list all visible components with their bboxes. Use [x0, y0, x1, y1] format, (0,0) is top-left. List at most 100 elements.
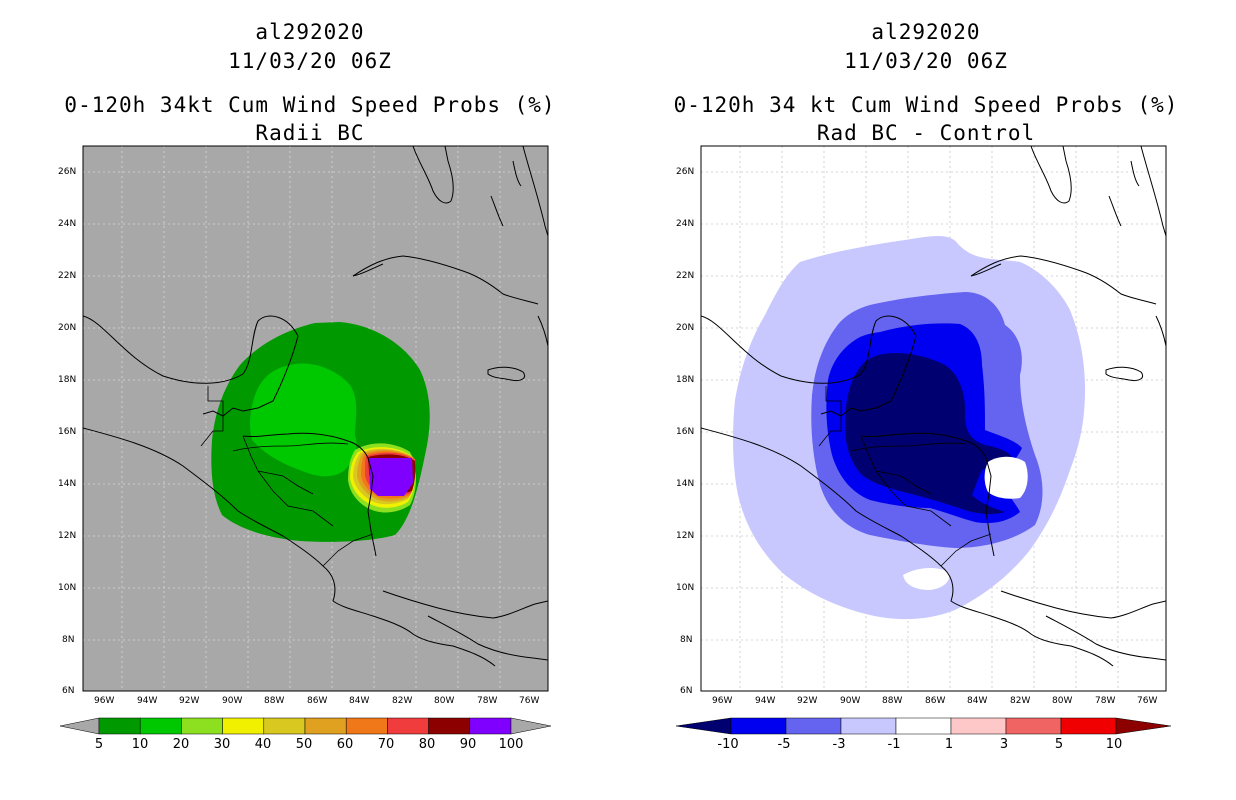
right-colorbar-swatch — [785, 717, 842, 735]
left-cb-label: 60 — [336, 737, 354, 752]
left-colorbar-swatch — [98, 717, 141, 735]
right-storm-id: al292020 — [871, 20, 981, 44]
right-lon-tick: 82W — [1010, 696, 1031, 706]
right-colorbar-swatch — [1060, 717, 1117, 735]
right-lat-tick: 18N — [676, 375, 695, 385]
left-colorbar-under-arrow — [59, 717, 100, 735]
right-lat-tick: 12N — [676, 531, 695, 541]
left-lat-tick: 8N — [62, 635, 75, 645]
left-lat-tick: 10N — [58, 583, 77, 593]
left-lon-tick: 90W — [222, 696, 243, 706]
left-colorbar — [59, 717, 552, 735]
left-title: 0-120h 34kt Cum Wind Speed Probs (%) — [64, 93, 556, 117]
right-lon-tick: 86W — [925, 696, 946, 706]
left-cb-label: 5 — [94, 737, 104, 752]
right-lon-tick: 80W — [1052, 696, 1073, 706]
right-lon-tick: 88W — [882, 696, 903, 706]
right-gridlines — [701, 146, 1166, 691]
left-lon-tick: 82W — [392, 696, 413, 706]
left-colorbar-over-arrow — [510, 717, 552, 735]
right-subtitle: Rad BC - Control — [816, 121, 1036, 145]
left-lon-tick: 88W — [264, 696, 285, 706]
right-lat-tick: 14N — [676, 479, 695, 489]
right-cb-label: -10 — [717, 737, 739, 752]
right-lat-tick: 6N — [680, 686, 693, 696]
right-colorbar-swatch — [840, 717, 897, 735]
right-title: 0-120h 34 kt Cum Wind Speed Probs (%) — [673, 93, 1179, 117]
left-colorbar-swatch — [304, 717, 347, 735]
right-lon-tick: 94W — [755, 696, 776, 706]
right-colorbar — [675, 717, 1172, 735]
left-lon-tick: 86W — [307, 696, 328, 706]
left-lon-tick: 94W — [137, 696, 158, 706]
right-cb-label: -3 — [832, 737, 846, 752]
left-colorbar-swatch — [263, 717, 306, 735]
left-lon-tick: 80W — [434, 696, 455, 706]
right-lon-tick: 90W — [840, 696, 861, 706]
left-prob-90-100 — [369, 458, 413, 496]
left-lon-tick: 96W — [94, 696, 115, 706]
left-cb-label: 30 — [213, 737, 231, 752]
left-cb-label: 80 — [418, 737, 436, 752]
right-map — [700, 145, 1167, 692]
right-diff-near-zero — [984, 456, 1028, 499]
left-datetime: 11/03/20 06Z — [228, 49, 392, 73]
left-cb-label: 40 — [254, 737, 272, 752]
right-colorbar-swatch — [895, 717, 952, 735]
left-colorbar-swatch — [387, 717, 429, 735]
left-lat-tick: 16N — [58, 427, 77, 437]
left-cb-label: 70 — [377, 737, 395, 752]
left-cb-label: 100 — [498, 737, 524, 752]
left-cb-label: 10 — [131, 737, 149, 752]
left-cb-label: 90 — [459, 737, 477, 752]
right-lon-tick: 96W — [712, 696, 733, 706]
left-colorbar-swatch — [469, 717, 512, 735]
right-colorbar-under-arrow — [675, 717, 732, 735]
left-lat-tick: 14N — [58, 479, 77, 489]
right-cb-label: -5 — [777, 737, 791, 752]
left-map — [82, 145, 549, 692]
left-lat-tick: 6N — [62, 686, 75, 696]
right-lon-tick: 92W — [797, 696, 818, 706]
right-lat-tick: 22N — [676, 271, 695, 281]
right-lon-tick: 76W — [1137, 696, 1158, 706]
left-lat-tick: 20N — [58, 323, 77, 333]
left-lon-tick: 78W — [477, 696, 498, 706]
right-colorbar-swatch — [950, 717, 1007, 735]
right-lon-tick: 84W — [967, 696, 988, 706]
left-map-frame — [82, 145, 549, 692]
right-cb-label: 3 — [999, 737, 1009, 752]
right-lat-tick: 10N — [676, 583, 695, 593]
left-gridlines — [83, 146, 548, 691]
left-colorbar-swatch — [139, 717, 182, 735]
right-cb-label: -1 — [887, 737, 901, 752]
right-lon-tick: 78W — [1095, 696, 1116, 706]
left-lat-tick: 22N — [58, 271, 77, 281]
right-lat-tick: 26N — [676, 167, 695, 177]
right-colorbar-over-arrow — [1115, 717, 1172, 735]
left-colorbar-swatch — [222, 717, 265, 735]
right-lat-tick: 24N — [676, 219, 695, 229]
right-colorbar-swatch — [1005, 717, 1062, 735]
right-lat-tick: 20N — [676, 323, 695, 333]
right-cb-label: 1 — [944, 737, 954, 752]
right-lat-tick: 8N — [680, 635, 693, 645]
left-lon-tick: 92W — [179, 696, 200, 706]
right-cb-label: 5 — [1054, 737, 1064, 752]
right-colorbar-swatch — [730, 717, 787, 735]
right-lat-tick: 16N — [676, 427, 695, 437]
right-diff-hole — [903, 568, 950, 590]
right-cb-label: 10 — [1105, 737, 1123, 752]
left-prob-10-20 — [250, 363, 357, 477]
left-storm-id: al292020 — [255, 20, 365, 44]
left-lon-tick: 84W — [349, 696, 370, 706]
left-lat-tick: 18N — [58, 375, 77, 385]
left-colorbar-swatch — [428, 717, 471, 735]
left-colorbar-swatch — [345, 717, 388, 735]
left-lon-tick: 76W — [519, 696, 540, 706]
left-subtitle: Radii BC — [255, 121, 365, 145]
left-lat-tick: 24N — [58, 219, 77, 229]
left-lat-tick: 12N — [58, 531, 77, 541]
right-datetime: 11/03/20 06Z — [844, 49, 1008, 73]
